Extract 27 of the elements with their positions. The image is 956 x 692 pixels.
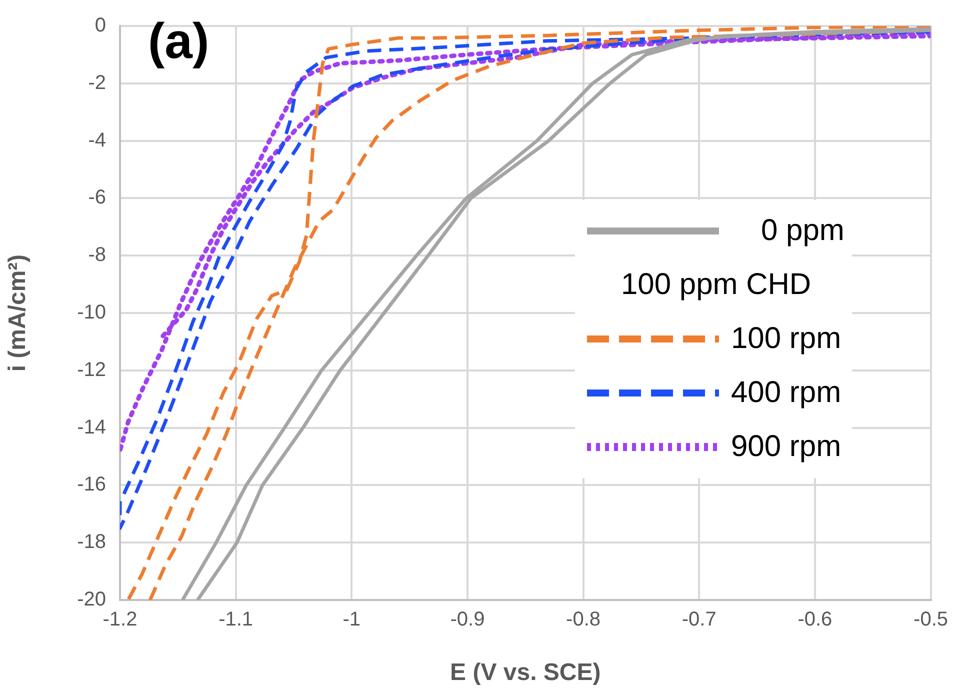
y-tick-label: -12 xyxy=(77,358,106,381)
legend-title: 100 ppm CHD xyxy=(620,267,812,303)
y-tick-label: -16 xyxy=(77,474,106,496)
y-tick-label: 0 xyxy=(94,14,106,37)
x-tick-label: -0.5 xyxy=(914,608,948,631)
y-tick-label: -2 xyxy=(88,72,106,94)
x-axis-title: E (V vs. SCE) xyxy=(450,659,601,686)
x-tick-label: -1.1 xyxy=(218,608,254,631)
legend-label: 400 rpm xyxy=(731,376,842,410)
x-tick-label: -1.2 xyxy=(102,608,138,631)
x-tick-label: -0.7 xyxy=(682,608,716,631)
y-axis-title: i (mA/cm²) xyxy=(4,254,32,372)
x-tick-label: -1 xyxy=(342,608,361,631)
annotation: (a) xyxy=(148,12,210,70)
y-tick-label: -4 xyxy=(88,129,106,152)
y-tick-label: -20 xyxy=(77,588,106,611)
x-tick-label: -0.8 xyxy=(566,608,601,631)
y-tick-label: -10 xyxy=(77,302,106,324)
y-tick-label: -14 xyxy=(77,416,106,438)
y-tick-label: -6 xyxy=(88,186,106,209)
legend-label: 0 ppm xyxy=(761,214,844,248)
legend-label: 100 rpm xyxy=(731,322,842,356)
y-tick-label: -18 xyxy=(77,531,106,554)
legend-label: 900 rpm xyxy=(731,430,842,464)
x-tick-label: -0.9 xyxy=(450,608,485,631)
y-tick-label: -8 xyxy=(88,244,106,266)
x-tick-label: -0.6 xyxy=(798,608,832,631)
